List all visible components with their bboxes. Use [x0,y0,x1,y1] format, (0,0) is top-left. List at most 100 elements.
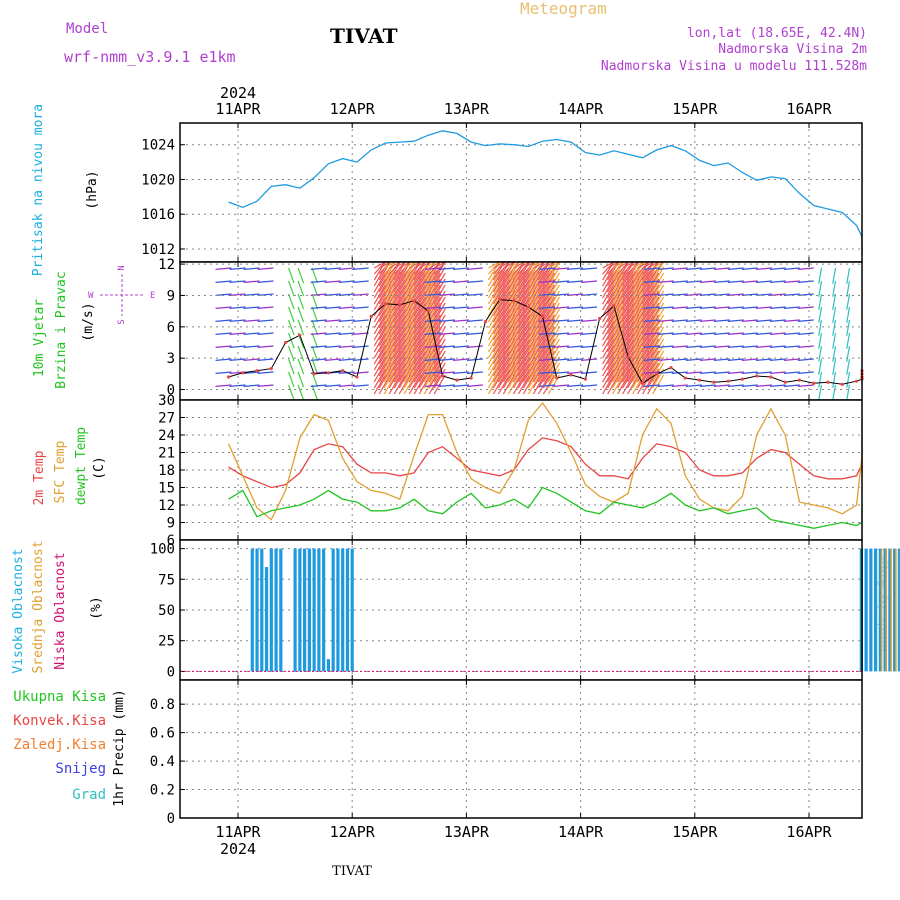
wind-barb [652,308,665,329]
wind-barb [378,308,391,329]
wind-barb [755,371,772,374]
wind-barb [487,350,500,371]
wind-barb [637,320,650,341]
wind-barb [492,356,505,377]
wind-barb [553,267,570,270]
wind-barb [699,345,716,348]
wind-barb [243,384,260,387]
gust-marker [797,378,802,382]
wind-barb [553,280,570,283]
y-tick-label: 1020 [141,172,175,188]
wind-barb [647,261,659,269]
gust-marker [740,377,744,381]
wind-barb [243,332,260,335]
wind-barb [503,261,515,269]
wind-barb [647,326,660,347]
wind-barb [617,356,630,377]
wind-barb [418,302,431,323]
wind-barb [408,308,421,329]
meteogram-title: Meteogram [520,0,607,18]
wind-barb [637,326,650,347]
wind-barb [527,362,540,383]
wind-barb [612,308,625,329]
wind-barb [537,302,550,323]
wind-barb [408,344,421,365]
wind-barb [602,344,615,365]
wind-barb [637,332,650,353]
wind-barb [642,332,655,353]
wind-barb [352,384,369,387]
wind-barb [527,308,540,329]
wind-barb [622,344,635,365]
wind-panel: 0 3 6 9 12 [158,257,864,401]
wind-barb [373,338,386,359]
wind-barb [537,374,550,395]
wind-barb [547,314,560,335]
wind-barb [581,358,598,361]
wind-barb [627,278,640,299]
cloud-bar [303,548,307,672]
wind-barb [617,326,630,347]
wind-barb [622,284,635,305]
wind-barb [452,319,469,322]
wind-barb [741,332,758,335]
wind-barb [632,374,645,395]
wind-barb [755,384,772,387]
wind-barb [413,326,426,347]
wind-barb [755,267,772,270]
cloud-bar [260,548,264,672]
wind-barb [324,332,341,335]
wind-barb [542,261,555,281]
wind-barb [288,345,295,362]
wind-barb [846,319,851,336]
wind-barb [652,261,665,281]
cloud-bar [869,548,873,672]
wind-barb [502,314,515,335]
wind-barb [553,293,570,296]
wind-barb [727,267,744,270]
wind-barb [413,314,426,335]
wind-barb [522,356,535,377]
cloud-bar [326,659,331,672]
wind-barb [393,326,406,347]
wind-barb [699,384,716,387]
wind-barb [797,319,814,322]
wind-barb [727,332,744,335]
cloud-bar [264,567,269,672]
wind-barb [797,345,814,348]
wind-barb [378,302,391,323]
wind-barb [492,272,505,293]
day-labels-top: 11APR 12APR 13APR 14APR 15APR 16APR [215,100,832,118]
wind-barb [622,362,635,383]
wind-barb [288,267,295,284]
wind-barb [517,290,530,311]
wind-barb [428,314,441,335]
wind-barb [310,384,327,387]
wind-barb [741,319,758,322]
wind-barb [373,350,386,371]
wind-barb [532,338,545,359]
wind-barb [388,261,401,269]
wind-barb [418,350,431,371]
gust-marker [412,299,416,303]
wind-barb [527,332,540,353]
wind-barb [727,371,744,374]
wind-barb [537,308,550,329]
wind-barb [311,332,319,349]
wind-barb [513,261,525,269]
wind-barb [741,267,758,270]
wind-barb [627,302,640,323]
wind-barb [502,332,515,353]
day-label-bottom: 13APR [444,823,490,841]
wind-barb [487,302,500,323]
wind-barb [393,332,406,353]
wind-barb [522,290,535,311]
wind-barb [652,314,665,335]
wind-barb [642,302,655,323]
wind-barb [388,278,401,299]
wind-barb [602,272,615,293]
gust-marker [854,379,859,383]
wind-barb [818,384,823,401]
wind-barb [607,332,620,353]
wind-barb [378,344,391,365]
